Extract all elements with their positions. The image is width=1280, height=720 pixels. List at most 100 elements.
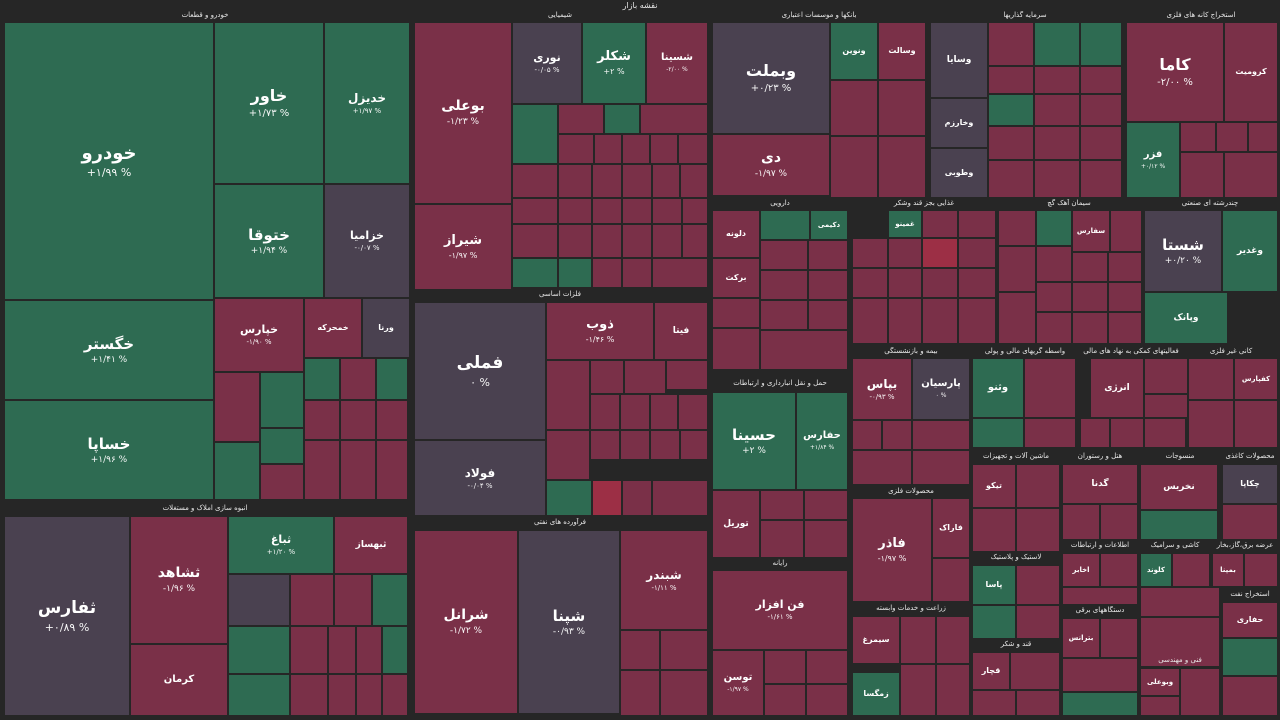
- minor-stock-tile[interactable]: [760, 330, 848, 370]
- minor-stock-tile[interactable]: [852, 450, 912, 485]
- minor-stock-tile[interactable]: [558, 164, 592, 198]
- minor-stock-tile[interactable]: [304, 358, 340, 400]
- minor-stock-tile[interactable]: [712, 328, 760, 370]
- minor-stock-tile[interactable]: [1080, 126, 1122, 160]
- minor-stock-tile[interactable]: [808, 270, 848, 300]
- stock-tile[interactable]: بمپنا: [1212, 553, 1244, 587]
- minor-stock-tile[interactable]: [1034, 22, 1080, 66]
- stock-tile[interactable]: ورنا: [362, 298, 410, 358]
- minor-stock-tile[interactable]: [546, 360, 590, 430]
- minor-stock-tile[interactable]: [922, 210, 958, 238]
- minor-stock-tile[interactable]: [512, 258, 558, 288]
- minor-stock-tile[interactable]: [592, 258, 622, 288]
- stock-tile[interactable]: ونوین: [830, 22, 878, 80]
- minor-stock-tile[interactable]: [620, 430, 650, 460]
- minor-stock-tile[interactable]: [1140, 587, 1220, 617]
- minor-stock-tile[interactable]: [512, 224, 558, 258]
- minor-stock-tile[interactable]: [804, 490, 848, 520]
- minor-stock-tile[interactable]: [1034, 66, 1080, 94]
- stock-tile[interactable]: بترانس: [1062, 618, 1100, 658]
- minor-stock-tile[interactable]: [228, 626, 290, 674]
- minor-stock-tile[interactable]: [1080, 22, 1122, 66]
- minor-stock-tile[interactable]: [1108, 312, 1142, 344]
- stock-tile[interactable]: پارسیان ۰ %: [912, 358, 970, 420]
- stock-tile[interactable]: وپانک: [1144, 292, 1228, 344]
- minor-stock-tile[interactable]: [558, 104, 604, 134]
- minor-stock-tile[interactable]: [988, 22, 1034, 66]
- minor-stock-tile[interactable]: [998, 246, 1036, 292]
- minor-stock-tile[interactable]: [936, 616, 970, 664]
- stock-tile[interactable]: حسینا +۲ %: [712, 392, 796, 490]
- stock-tile[interactable]: اخابر: [1062, 553, 1100, 587]
- minor-stock-tile[interactable]: [594, 134, 622, 164]
- minor-stock-tile[interactable]: [652, 198, 682, 224]
- minor-stock-tile[interactable]: [1072, 252, 1108, 282]
- minor-stock-tile[interactable]: [988, 126, 1034, 160]
- stock-tile[interactable]: شکلر +۲ %: [582, 22, 646, 104]
- minor-stock-tile[interactable]: [546, 430, 590, 480]
- minor-stock-tile[interactable]: [1216, 122, 1248, 152]
- stock-tile[interactable]: شرانل -۱/۷۲ %: [414, 530, 518, 714]
- stock-tile[interactable]: توسن -۱/۹۷ %: [712, 650, 764, 716]
- minor-stock-tile[interactable]: [972, 690, 1016, 716]
- stock-tile[interactable]: فزر +۰/۱۲ %: [1126, 122, 1180, 198]
- minor-stock-tile[interactable]: [382, 674, 408, 716]
- stock-tile[interactable]: نوری -۰/۰۵ %: [512, 22, 582, 104]
- stock-tile[interactable]: کاما -۲/۰۰ %: [1126, 22, 1224, 122]
- minor-stock-tile[interactable]: [882, 420, 912, 450]
- minor-stock-tile[interactable]: [260, 464, 304, 500]
- minor-stock-tile[interactable]: [1036, 210, 1072, 246]
- minor-stock-tile[interactable]: [660, 630, 708, 670]
- stock-tile[interactable]: چکاپا: [1222, 464, 1278, 504]
- minor-stock-tile[interactable]: [1016, 508, 1060, 552]
- stock-tile[interactable]: بپاس -۰/۹۳ %: [852, 358, 912, 420]
- minor-stock-tile[interactable]: [1100, 553, 1138, 587]
- minor-stock-tile[interactable]: [958, 210, 996, 238]
- minor-stock-tile[interactable]: [1036, 282, 1072, 312]
- minor-stock-tile[interactable]: [512, 198, 558, 224]
- minor-stock-tile[interactable]: [900, 664, 936, 716]
- stock-tile[interactable]: دی -۱/۹۷ %: [712, 134, 830, 196]
- stock-tile[interactable]: گدنا: [1062, 464, 1138, 504]
- minor-stock-tile[interactable]: [376, 400, 408, 440]
- stock-tile[interactable]: فاذر -۱/۹۷ %: [852, 498, 932, 602]
- minor-stock-tile[interactable]: [558, 198, 592, 224]
- minor-stock-tile[interactable]: [1110, 418, 1144, 448]
- minor-stock-tile[interactable]: [652, 258, 708, 288]
- stock-tile[interactable]: کلوند: [1140, 553, 1172, 587]
- minor-stock-tile[interactable]: [1080, 66, 1122, 94]
- stock-tile[interactable]: شیراز -۱/۹۷ %: [414, 204, 512, 290]
- minor-stock-tile[interactable]: [1188, 358, 1234, 400]
- minor-stock-tile[interactable]: [988, 160, 1034, 198]
- minor-stock-tile[interactable]: [1010, 652, 1060, 690]
- minor-stock-tile[interactable]: [1100, 618, 1138, 658]
- minor-stock-tile[interactable]: [1016, 605, 1060, 639]
- minor-stock-tile[interactable]: [512, 164, 558, 198]
- stock-tile[interactable]: وخارزم: [930, 98, 988, 148]
- minor-stock-tile[interactable]: [620, 630, 660, 670]
- minor-stock-tile[interactable]: [852, 238, 888, 268]
- stock-tile[interactable]: ثفارس +۰/۸۹ %: [4, 516, 130, 716]
- stock-tile[interactable]: دلونه: [712, 210, 760, 258]
- minor-stock-tile[interactable]: [806, 650, 848, 684]
- minor-stock-tile[interactable]: [304, 400, 340, 440]
- minor-stock-tile[interactable]: [328, 674, 356, 716]
- minor-stock-tile[interactable]: [1244, 553, 1278, 587]
- minor-stock-tile[interactable]: [922, 238, 958, 268]
- stock-tile[interactable]: فن افزار -۱/۶۱ %: [712, 570, 848, 650]
- stock-tile[interactable]: وطوبی: [930, 148, 988, 198]
- minor-stock-tile[interactable]: [1140, 696, 1180, 716]
- minor-stock-tile[interactable]: [888, 298, 922, 344]
- stock-tile[interactable]: کرمان: [130, 644, 228, 716]
- minor-stock-tile[interactable]: [958, 238, 996, 268]
- minor-stock-tile[interactable]: [590, 394, 620, 430]
- minor-stock-tile[interactable]: [760, 270, 808, 300]
- minor-stock-tile[interactable]: [290, 574, 334, 626]
- minor-stock-tile[interactable]: [1016, 690, 1060, 716]
- minor-stock-tile[interactable]: [932, 558, 970, 602]
- minor-stock-tile[interactable]: [592, 480, 622, 516]
- minor-stock-tile[interactable]: [340, 358, 376, 400]
- stock-tile[interactable]: نخریس: [1140, 464, 1218, 510]
- stock-tile[interactable]: فاراک: [932, 498, 970, 558]
- minor-stock-tile[interactable]: [682, 198, 708, 224]
